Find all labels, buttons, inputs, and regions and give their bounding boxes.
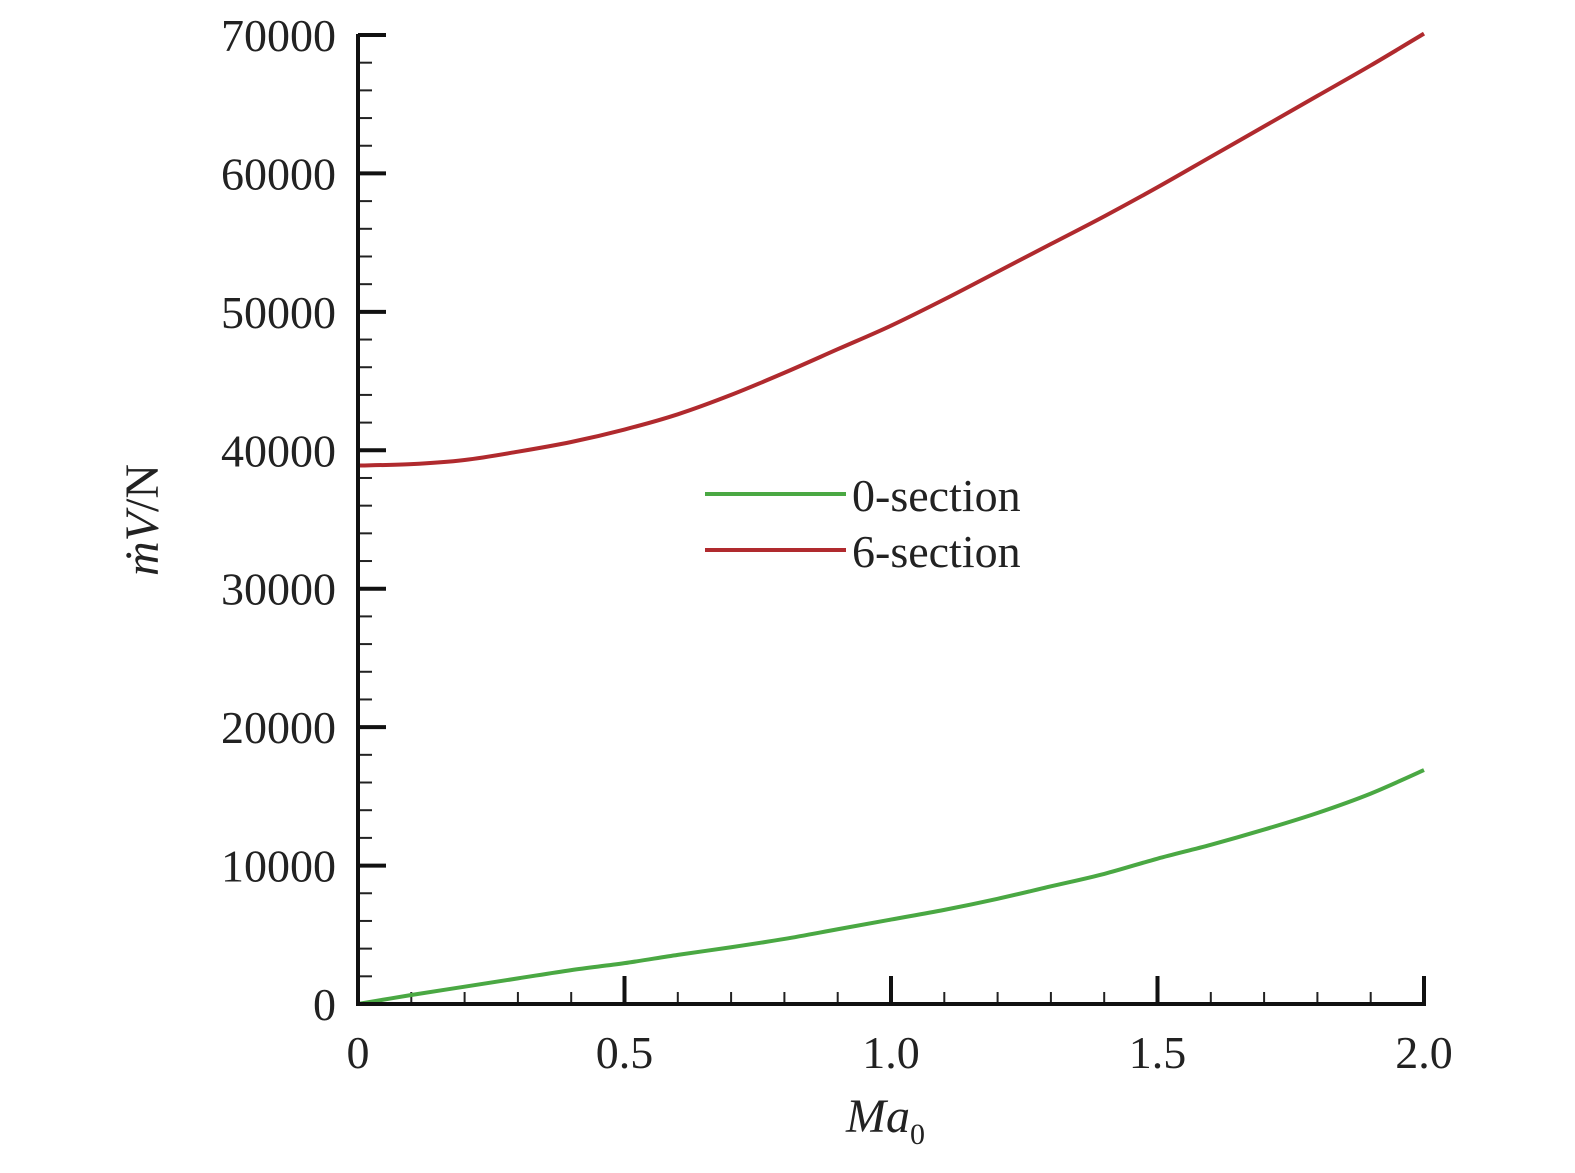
series-lines (357, 31, 1426, 1006)
y-tick-label: 0 (313, 979, 336, 1030)
legend-label-6-section: 6-section (852, 526, 1021, 577)
y-tick-label: 20000 (221, 702, 336, 753)
series-line-6-section (357, 31, 1426, 468)
series-line-0-section (357, 768, 1425, 1006)
y-tick-label: 70000 (221, 10, 336, 61)
x-tick-label: 1.0 (862, 1027, 920, 1078)
major-ticks (356, 33, 1426, 1006)
x-tick-label: 1.5 (1129, 1027, 1187, 1078)
y-tick-label: 40000 (221, 425, 336, 476)
x-tick-label: 0.5 (596, 1027, 654, 1078)
y-tick-label: 10000 (221, 841, 336, 892)
y-axis-label: ṁV/N (116, 464, 169, 576)
y-tick-label: 50000 (221, 287, 336, 338)
legend-label-0-section: 0-section (852, 470, 1021, 521)
y-tick-label: 60000 (221, 148, 336, 199)
legend: 0-section 6-section (705, 470, 1021, 577)
x-tick-label: 0 (347, 1027, 370, 1078)
y-tick-label: 30000 (221, 564, 336, 615)
tick-labels: 0 0.5 1.0 1.5 2.0 0 10000 20000 30000 40000 50000 6… (221, 10, 1453, 1078)
x-axis-label: Ma0 (845, 1090, 925, 1151)
x-tick-label: 2.0 (1395, 1027, 1453, 1078)
